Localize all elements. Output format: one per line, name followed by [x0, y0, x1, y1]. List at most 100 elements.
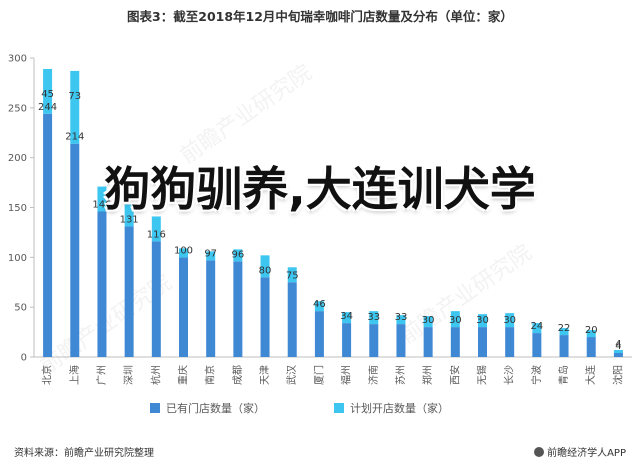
data-label-open: 24	[530, 321, 543, 332]
data-label-open: 116	[147, 229, 166, 240]
data-label-open: 33	[367, 312, 380, 323]
bar-open	[396, 324, 406, 357]
bar-planned	[478, 314, 487, 328]
x-tick-label: 北京	[41, 365, 54, 385]
source-brand-text: 前瞻经济学人APP	[547, 448, 626, 459]
x-tick-label: 沈阳	[611, 365, 624, 385]
overlay-caption: 狗狗驯养,大连训犬学	[104, 162, 536, 216]
legend-label: 已有门店数量（家）	[166, 401, 265, 415]
bar-open	[342, 323, 352, 357]
data-label-open: 244	[38, 102, 57, 113]
bar-planned	[233, 249, 243, 262]
bar-open	[532, 333, 542, 357]
bar-planned	[206, 251, 216, 261]
x-tick-label: 重庆	[177, 365, 190, 385]
data-label-open: 30	[476, 315, 489, 326]
bar-open	[423, 327, 433, 357]
bar-planned	[342, 312, 352, 324]
bar-open	[314, 311, 324, 357]
bar-open	[97, 211, 107, 357]
watermark-text: 前瞻产业研究院	[176, 60, 317, 169]
x-tick-label: 天津	[259, 365, 271, 385]
bar-open	[450, 327, 460, 357]
data-label-open: 30	[449, 315, 462, 326]
x-tick-label: 青岛	[557, 365, 570, 385]
data-label-open: 75	[286, 270, 299, 281]
x-tick-label: 福州	[340, 365, 353, 385]
y-tick-label: 300	[8, 54, 27, 65]
bar-planned	[450, 311, 460, 328]
data-label-open: 96	[231, 249, 244, 260]
data-label-open: 33	[395, 312, 408, 323]
bar-planned	[179, 248, 188, 258]
bar-open	[70, 143, 80, 357]
bar-planned	[287, 267, 297, 283]
bar-planned	[260, 255, 270, 278]
watermark-text: 前瞻产业研究院	[396, 240, 537, 349]
y-tick-label: 0	[21, 353, 27, 364]
bar-open	[369, 324, 379, 357]
x-tick-label: 无锡	[476, 365, 489, 385]
x-tick-label: 宁波	[530, 365, 543, 385]
data-label-open: 146	[92, 199, 111, 210]
bar-planned	[151, 216, 161, 242]
bar-planned	[314, 301, 324, 312]
brand-logo-icon	[534, 447, 545, 457]
bar-planned	[70, 70, 80, 144]
y-tick-label: 150	[8, 203, 27, 214]
bar-open	[151, 241, 161, 357]
y-tick-label: 250	[8, 103, 27, 114]
x-tick-label: 成都	[232, 365, 244, 385]
bar-open	[586, 337, 596, 357]
bar-planned	[396, 315, 406, 325]
data-label-planned: 45	[41, 89, 54, 100]
y-tick-label: 50	[14, 303, 27, 314]
data-label-planned: 4	[615, 339, 621, 350]
source-note: 资料来源：前瞻产业研究院整理	[14, 448, 154, 459]
x-tick-label: 广州	[96, 365, 108, 385]
x-tick-label: 郑州	[421, 365, 434, 385]
bar-open	[179, 257, 188, 357]
x-tick-label: 深圳	[123, 365, 135, 385]
data-label-open: 131	[120, 214, 139, 225]
data-label-open: 4	[615, 341, 621, 352]
data-label-open: 30	[422, 315, 435, 326]
legend-label: 计划开店数量（家）	[350, 401, 449, 415]
y-tick-label: 200	[8, 153, 27, 164]
source-brand: 前瞻经济学人APP	[534, 444, 626, 459]
x-tick-label: 武汉	[285, 365, 298, 385]
bar-planned	[613, 350, 623, 354]
bar-planned	[423, 316, 433, 328]
bar-open	[559, 335, 569, 357]
y-tick-label: 100	[8, 253, 27, 264]
bar-open	[478, 327, 487, 357]
bar-open	[260, 277, 270, 357]
x-tick-label: 长沙	[504, 365, 516, 385]
bar-open	[287, 282, 297, 357]
bar-open	[206, 260, 216, 357]
x-tick-label: 杭州	[149, 365, 162, 385]
x-tick-label: 厦门	[312, 365, 325, 385]
data-label-open: 34	[340, 311, 353, 322]
bar-planned	[97, 186, 107, 212]
data-label-open: 100	[174, 245, 193, 256]
chart-title: 图表3：截至2018年12月中旬瑞幸咖啡门店数量及分布（单位：家）	[127, 9, 513, 24]
data-label-open: 97	[204, 248, 217, 259]
x-tick-label: 上海	[68, 365, 81, 385]
data-label-open: 20	[585, 325, 598, 336]
bar-open	[43, 113, 53, 358]
legend-swatch	[334, 403, 344, 413]
bar-planned	[505, 313, 515, 328]
x-tick-label: 济南	[367, 365, 380, 385]
x-tick-label: 苏州	[394, 365, 407, 385]
legend-swatch	[150, 403, 160, 413]
bar-open	[124, 226, 134, 357]
bar-planned	[43, 68, 53, 114]
data-label-planned: 73	[68, 91, 81, 102]
data-label-open: 214	[65, 132, 84, 143]
data-label-open: 30	[503, 315, 516, 326]
bar-planned	[586, 330, 596, 338]
x-tick-label: 南京	[204, 365, 217, 385]
bar-planned	[532, 323, 542, 334]
